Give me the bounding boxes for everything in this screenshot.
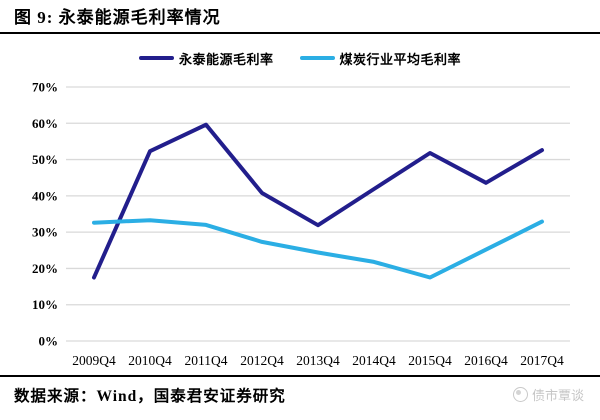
y-axis-tick-label: 60%	[32, 116, 58, 131]
legend-item-industry: 煤炭行业平均毛利率	[299, 49, 462, 68]
x-axis-tick-label: 2010Q4	[128, 353, 172, 368]
series-line-1	[92, 218, 544, 280]
y-axis-tick-label: 70%	[32, 80, 58, 95]
legend-line-navy-icon	[138, 56, 174, 60]
x-axis-tick-label: 2009Q4	[72, 353, 116, 368]
y-axis-tick-label: 20%	[32, 261, 58, 276]
line-chart-plot: 0% 10% 20% 30% 40% 50% 60% 70% 2009Q4 2010Q4 2011Q…	[32, 80, 570, 368]
x-axis-tick-label: 2016Q4	[464, 353, 508, 368]
y-axis-tick-label: 40%	[32, 188, 58, 203]
footer-divider	[0, 375, 600, 377]
x-axis-tick-label: 2015Q4	[408, 353, 452, 368]
x-axis-tick-label: 2012Q4	[240, 353, 284, 368]
x-axis-tick-label: 2014Q4	[352, 353, 396, 368]
legend-line-cyan-icon	[299, 56, 335, 60]
y-axis-tick-label: 50%	[32, 152, 58, 167]
y-axis-tick-label: 30%	[32, 225, 58, 240]
legend-label-industry: 煤炭行业平均毛利率	[339, 51, 462, 67]
legend-label-yongtai: 永泰能源毛利率	[178, 51, 274, 67]
brand-watermark-label: 债市覃谈	[531, 388, 584, 403]
brand-logo-icon	[512, 387, 528, 402]
brand-watermark: 债市覃谈	[512, 385, 584, 404]
legend-item-yongtai: 永泰能源毛利率	[138, 49, 274, 68]
y-axis-tick-label: 0%	[39, 334, 59, 349]
x-axis-tick-label: 2013Q4	[296, 353, 340, 368]
figure-title: 图 9: 永泰能源毛利率情况	[14, 8, 221, 27]
title-divider	[0, 32, 600, 34]
y-axis-tick-label: 10%	[32, 297, 58, 312]
figure-footer: 数据来源：Wind，国泰君安证券研究 债市覃谈	[0, 377, 600, 406]
chart-legend: 永泰能源毛利率 煤炭行业平均毛利率	[0, 49, 600, 67]
x-axis-tick-label: 2017Q4	[520, 353, 564, 368]
x-axis-tick-label: 2011Q4	[185, 353, 228, 368]
series-line-0	[92, 122, 544, 280]
data-source-note: 数据来源：Wind，国泰君安证券研究	[14, 388, 286, 405]
